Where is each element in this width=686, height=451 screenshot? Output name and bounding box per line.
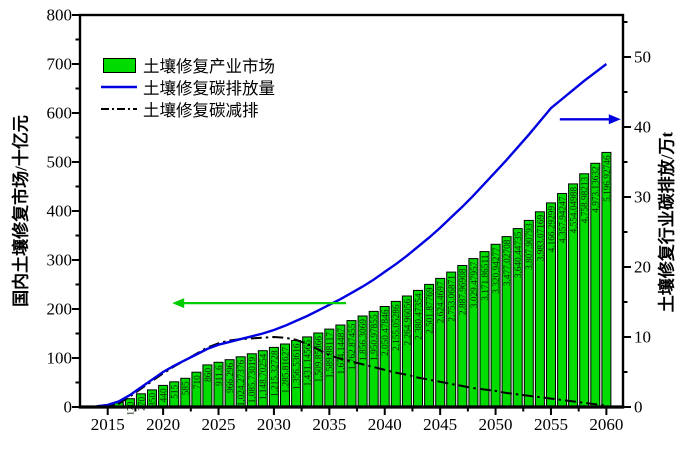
right-tick-label: 10 <box>634 328 651 347</box>
left-tick-label: 300 <box>47 251 73 270</box>
x-tick-label: 2060 <box>589 415 623 434</box>
bar-label: 2,155.05286 <box>392 304 402 351</box>
bar-label: 1,285.81627 <box>281 347 291 394</box>
bar-label: 4,973.13632 <box>592 166 602 213</box>
bar-label: 1,215.32728 <box>270 350 280 397</box>
bar-label: 2,501.87769 <box>426 287 436 334</box>
right-tick-label: 0 <box>634 398 643 417</box>
bar-label: 1,431.14565 <box>304 340 314 387</box>
x-axis-tick-labels: 2015 2020 2025 2030 2035 2040 2045 2050 2055 2060 <box>91 415 624 434</box>
left-tick-label: 600 <box>47 104 73 123</box>
bar-label: 1,509.85866 <box>315 336 325 383</box>
green-left-arrow-icon <box>172 298 346 309</box>
x-tick-label: 2015 <box>91 415 125 434</box>
bar-label: 1,950.97855 <box>370 314 380 361</box>
bar-label: 5,196.92746 <box>603 155 613 202</box>
bar-label: 3,807.90793 <box>525 223 535 270</box>
bar-label: 3,171.86511 <box>481 254 491 300</box>
x-tick-label: 2025 <box>202 415 236 434</box>
legend-label-reduction: 土壤修复碳减排 <box>143 101 259 120</box>
bar-label: 4,554.04988 <box>570 187 580 234</box>
legend: 土壤修复产业市场 土壤修复碳排放量 土壤修复碳减排 <box>100 54 275 120</box>
bar-label: 4,758.98213 <box>581 176 591 223</box>
left-tick-label: 100 <box>47 349 73 368</box>
x-tick-label: 2040 <box>368 415 402 434</box>
bar-label: 2,264.96056 <box>403 299 413 346</box>
bar-label: 3,983.07169 <box>536 214 546 261</box>
bar-label: 585 <box>182 381 192 395</box>
bar-label: 3,029.47957 <box>470 261 480 308</box>
bar-label: 350 <box>148 393 158 407</box>
x-tick-label: 2035 <box>312 415 346 434</box>
bar-label: 4,166.29299 <box>547 206 557 253</box>
left-tick-label: 700 <box>47 55 73 74</box>
right-tick-label: 30 <box>634 188 651 207</box>
legend-item-market: 土壤修复产业市场 <box>100 54 275 76</box>
legend-label-emission: 土壤修复碳排放量 <box>143 79 275 98</box>
axis-ticks <box>72 14 631 415</box>
market-bars-series <box>91 151 612 408</box>
left-tick-label: 500 <box>47 153 73 172</box>
bar-label: 2,624.4697 <box>437 281 447 323</box>
left-tick-label: 800 <box>47 6 73 25</box>
bar-label: 3,320.94277 <box>492 247 502 294</box>
bar-label: 3,640.44735 <box>514 231 524 278</box>
right-tick-label: 40 <box>634 118 651 137</box>
bar-label: 1,024.27376 <box>237 359 247 406</box>
x-tick-label: 2020 <box>146 415 180 434</box>
bar-label: 2,050.47846 <box>381 309 391 356</box>
bar-label: 440 <box>160 388 170 402</box>
left-axis-tick-labels: 0 100 200 300 400 500 600 700 800 <box>47 6 73 417</box>
blue-right-arrow-icon <box>559 114 621 125</box>
bar-label: 1,148.70254 <box>259 353 269 400</box>
bar-swatch <box>102 57 136 73</box>
legend-bar-swatch-icon <box>100 57 138 73</box>
right-tick-label: 20 <box>634 258 651 277</box>
bar-label: 1,085.73019 <box>248 356 258 403</box>
right-tick-label: 50 <box>634 48 651 67</box>
legend-dashdot-swatch-icon <box>100 104 138 114</box>
bar-label: 2,887.96908 <box>459 268 469 315</box>
x-tick-label: 2055 <box>534 415 568 434</box>
legend-line-swatch-icon <box>100 82 138 92</box>
bar-label: 966.296 <box>226 362 236 393</box>
legend-item-emission: 土壤修复碳排放量 <box>100 76 275 98</box>
x-tick-label: 2050 <box>479 415 513 434</box>
left-axis-title: 国内土壤修复市场/十亿元 <box>11 115 31 307</box>
x-tick-label: 2030 <box>257 415 291 434</box>
bar-label: 270 <box>137 396 147 410</box>
bar-label: 515 <box>171 384 181 398</box>
right-axis-title: 土壤修复行业碳排放/万t <box>657 131 677 313</box>
bar-label: 710 <box>193 375 203 389</box>
bar-label: 2,380.47354 <box>414 293 424 340</box>
bar-label: 1,589.88117 <box>326 332 336 378</box>
legend-label-market: 土壤修复产业市场 <box>143 57 275 76</box>
bar-label: 860 <box>204 368 214 382</box>
left-tick-label: 200 <box>47 300 73 319</box>
bar-label: 1,762.87455 <box>348 323 358 370</box>
legend-item-reduction: 土壤修复碳减排 <box>100 98 275 120</box>
bar-label: 1,856.3069 <box>359 319 369 361</box>
x-tick-label: 2045 <box>423 415 457 434</box>
bar-label: 1,356.53616 <box>293 343 303 390</box>
emission-line <box>96 63 608 408</box>
bar-label: 2,753.06871 <box>448 275 458 322</box>
bar-label: 911.6 <box>215 365 225 386</box>
left-tick-label: 400 <box>47 202 73 221</box>
bar-label: 1,674.14487 <box>337 328 347 375</box>
bar-label: 4,357.94247 <box>559 196 569 243</box>
bar-label: 3,477.02708 <box>503 239 513 286</box>
left-tick-label: 0 <box>64 398 73 417</box>
right-axis-tick-labels: 0 10 20 30 40 50 <box>634 48 651 417</box>
